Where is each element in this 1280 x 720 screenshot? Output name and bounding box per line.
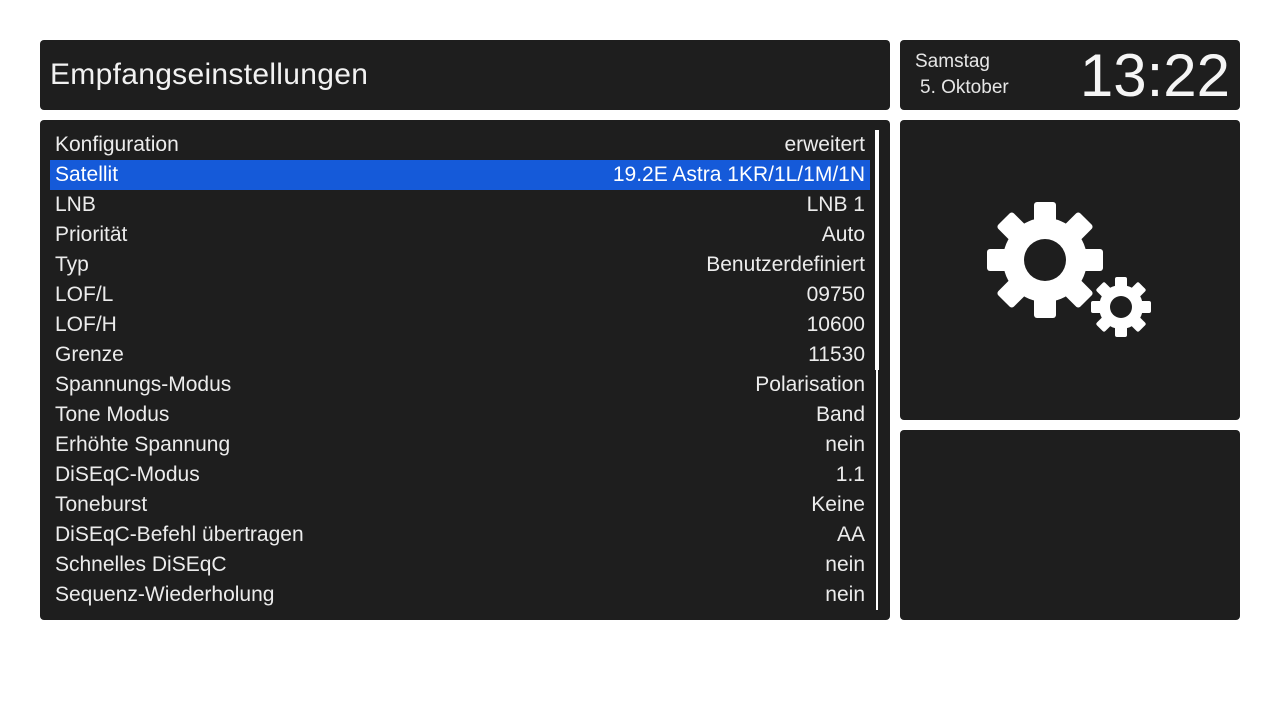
setting-value: Band xyxy=(815,403,865,426)
icon-panel xyxy=(900,120,1240,420)
setting-label: Tone Modus xyxy=(55,403,170,426)
setting-label: Toneburst xyxy=(55,493,148,516)
setting-label: Priorität xyxy=(55,223,128,246)
setting-label: Erhöhte Spannung xyxy=(55,433,231,456)
weekday-label: Samstag xyxy=(915,51,990,72)
scrollbar-thumb[interactable] xyxy=(875,130,879,370)
setting-value: LNB 1 xyxy=(806,193,865,216)
settings-row[interactable]: Typ Benutzerdefiniert xyxy=(50,250,870,280)
settings-row[interactable]: Grenze 11530 xyxy=(50,340,870,370)
setting-value: 1.1 xyxy=(835,463,865,486)
settings-row[interactable]: Priorität Auto xyxy=(50,220,870,250)
setting-value: 11530 xyxy=(808,343,865,366)
setting-label: Spannungs-Modus xyxy=(55,373,232,396)
settings-row-selected[interactable]: Satellit 19.2E Astra 1KR/1L/1M/1N xyxy=(50,160,870,190)
settings-row[interactable]: Erhöhte Spannung nein xyxy=(50,430,870,460)
setting-value: Benutzerdefiniert xyxy=(706,253,865,276)
settings-list: Konfiguration erweitert Satellit 19.2E Astr… xyxy=(50,130,870,610)
setting-label: DiSEqC-Befehl übertragen xyxy=(55,523,304,546)
settings-row[interactable]: Sequenz-Wiederholung nein xyxy=(50,580,870,610)
setting-value: 19.2E Astra 1KR/1L/1M/1N xyxy=(612,163,865,186)
setting-label: DiSEqC-Modus xyxy=(55,463,200,486)
settings-row[interactable]: DiSEqC-Befehl übertragen AA xyxy=(50,520,870,550)
setting-label: LNB xyxy=(55,193,96,216)
settings-row[interactable]: DiSEqC-Modus 1.1 xyxy=(50,460,870,490)
setting-value: Keine xyxy=(811,493,865,516)
setting-value: nein xyxy=(825,583,865,606)
setting-value: erweitert xyxy=(784,133,865,156)
setting-value: nein xyxy=(825,553,865,576)
setting-label: LOF/H xyxy=(55,313,117,336)
setting-value: Auto xyxy=(821,223,865,246)
setting-value: 10600 xyxy=(806,313,865,336)
scrollbar-track[interactable] xyxy=(876,130,878,610)
setting-value: 09750 xyxy=(806,283,865,306)
setting-label: Schnelles DiSEqC xyxy=(55,553,227,576)
title-panel: Empfangseinstellungen xyxy=(40,40,890,110)
settings-row[interactable]: Schnelles DiSEqC nein xyxy=(50,550,870,580)
gears-icon xyxy=(987,202,1151,337)
clock-panel: Samstag 5. Oktober 13:22 xyxy=(900,40,1240,110)
settings-row[interactable]: LOF/L 09750 xyxy=(50,280,870,310)
settings-row[interactable]: Konfiguration erweitert xyxy=(50,130,870,160)
setting-label: Grenze xyxy=(55,343,124,366)
info-panel xyxy=(900,430,1240,620)
settings-list-panel: Konfiguration erweitert Satellit 19.2E Astr… xyxy=(40,120,890,620)
page-title: Empfangseinstellungen xyxy=(50,58,369,91)
setting-label: Typ xyxy=(55,253,89,276)
setting-label: Satellit xyxy=(55,163,119,186)
settings-row[interactable]: Tone Modus Band xyxy=(50,400,870,430)
setting-value: AA xyxy=(836,523,865,546)
setting-label: LOF/L xyxy=(55,283,114,306)
date-label: 5. Oktober xyxy=(920,77,1009,98)
setting-label: Sequenz-Wiederholung xyxy=(55,583,275,606)
settings-row[interactable]: LNB LNB 1 xyxy=(50,190,870,220)
setting-value: Polarisation xyxy=(755,373,865,396)
setting-value: nein xyxy=(825,433,865,456)
clock-time: 13:22 xyxy=(1079,42,1230,109)
settings-row[interactable]: LOF/H 10600 xyxy=(50,310,870,340)
settings-row[interactable]: Spannungs-Modus Polarisation xyxy=(50,370,870,400)
settings-row[interactable]: Toneburst Keine xyxy=(50,490,870,520)
setting-label: Konfiguration xyxy=(55,133,179,156)
